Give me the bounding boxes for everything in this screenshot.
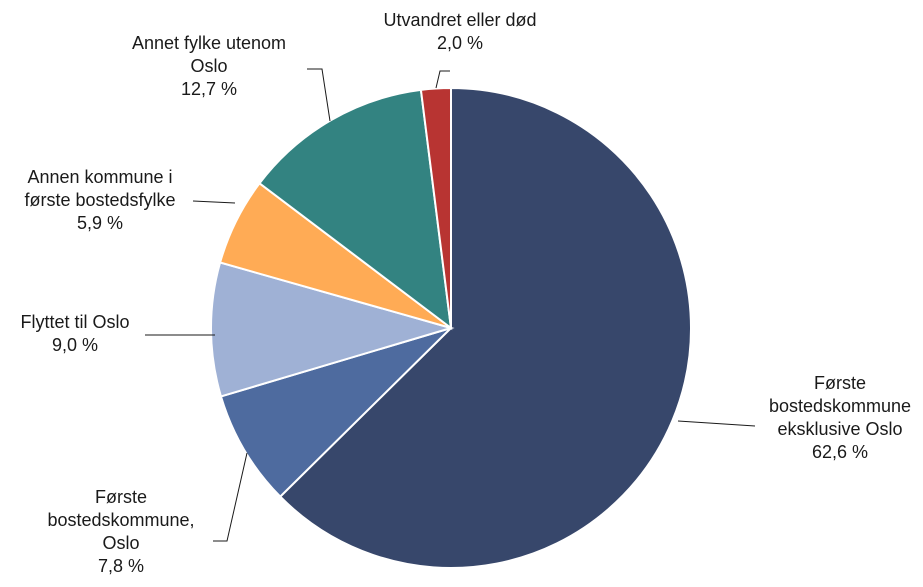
pie-slice-forste-bostedskommune-eksklusive-oslo — [278, 86, 692, 569]
leader-line-utvandret-eller-dod — [435, 70, 450, 89]
pie-slice-annet-fylke-utenom-oslo — [258, 88, 453, 331]
slice-label-flyttet-til-oslo: Flyttet til Oslo 9,0 % — [20, 312, 129, 355]
leader-lines — [145, 68, 756, 542]
slice-label-forste-bostedskommune-oslo: Første bostedskommune, Oslo 7,8 % — [47, 487, 194, 576]
pie-slices — [210, 86, 692, 569]
slice-label-annet-fylke-utenom-oslo: Annet fylke utenom Oslo 12,7 % — [132, 33, 286, 99]
pie-slice-flyttet-til-oslo — [210, 261, 455, 398]
slice-label-utvandret-eller-dod: Utvandret eller død 2,0 % — [383, 10, 536, 53]
pie-slice-forste-bostedskommune-oslo — [219, 327, 452, 499]
slice-labels: Første bostedskommune eksklusive Oslo 62,6 … — [20, 10, 911, 576]
leader-line-annen-kommune-i-forste-bostedsfylke — [192, 200, 236, 204]
leader-line-annet-fylke-utenom-oslo — [307, 68, 331, 122]
slice-label-forste-bostedskommune-eksklusive-oslo: Første bostedskommune eksklusive Oslo 62,6 … — [769, 373, 911, 462]
leader-line-forste-bostedskommune-oslo — [213, 452, 248, 542]
slice-label-annen-kommune-i-forste-bostedsfylke: Annen kommune i første bostedsfylke 5,9 % — [24, 167, 175, 233]
pie-slice-utvandret-eller-dod — [419, 86, 452, 329]
leader-line-forste-bostedskommune-eksklusive-oslo — [677, 420, 756, 427]
